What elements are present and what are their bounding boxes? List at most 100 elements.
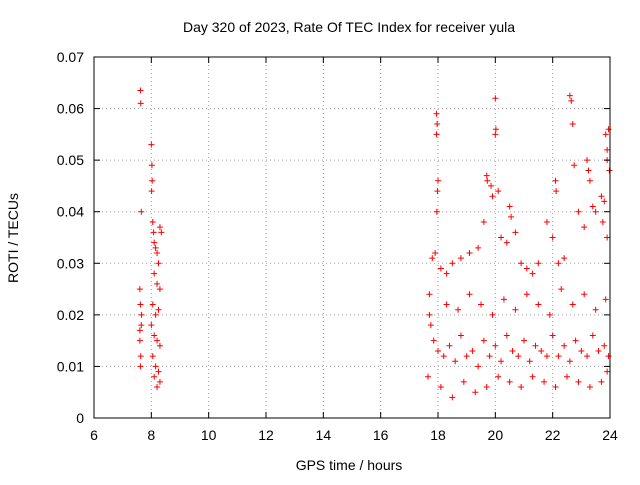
data-point xyxy=(446,342,453,349)
data-point xyxy=(424,373,431,380)
data-point xyxy=(508,213,515,220)
data-point xyxy=(426,291,433,298)
data-point xyxy=(572,337,579,344)
x-tick-label: 8 xyxy=(147,427,155,443)
data-point xyxy=(156,224,163,231)
data-point xyxy=(136,286,143,293)
data-point xyxy=(503,239,510,246)
data-point xyxy=(555,260,562,267)
data-point xyxy=(443,270,450,277)
data-point xyxy=(598,193,605,200)
data-point xyxy=(455,306,462,313)
data-point xyxy=(151,332,158,339)
data-point xyxy=(605,126,612,133)
data-point xyxy=(506,378,513,385)
data-point xyxy=(555,353,562,360)
data-point xyxy=(435,177,441,184)
data-point xyxy=(488,182,495,189)
data-point xyxy=(569,121,576,128)
data-point xyxy=(483,384,490,391)
data-point xyxy=(498,358,505,365)
data-point xyxy=(475,363,482,370)
data-point xyxy=(512,229,519,236)
grid-lines xyxy=(94,57,610,418)
data-point xyxy=(150,229,157,236)
data-point xyxy=(543,219,550,226)
data-point xyxy=(480,337,487,344)
data-point xyxy=(552,384,559,391)
data-point xyxy=(561,342,568,349)
data-point xyxy=(538,347,545,354)
data-point xyxy=(478,301,484,308)
data-point xyxy=(154,280,161,287)
data-point xyxy=(154,337,161,344)
data-point xyxy=(152,363,159,370)
data-point xyxy=(137,363,144,370)
data-point xyxy=(466,291,473,298)
data-point xyxy=(584,157,591,164)
x-tick-label: 16 xyxy=(373,427,389,443)
data-point xyxy=(156,378,163,385)
data-point xyxy=(602,131,609,138)
data-point xyxy=(148,141,155,148)
data-point xyxy=(581,291,588,298)
data-point xyxy=(148,162,155,169)
data-point xyxy=(437,384,444,391)
data-point xyxy=(469,347,476,354)
data-point xyxy=(484,177,491,184)
data-point xyxy=(606,167,613,174)
data-point xyxy=(602,296,609,303)
data-point xyxy=(136,337,143,344)
data-point xyxy=(457,332,464,339)
data-point xyxy=(569,301,576,308)
data-point xyxy=(523,265,530,272)
data-point xyxy=(151,373,158,380)
data-point xyxy=(566,358,573,365)
data-point xyxy=(457,255,464,262)
data-point xyxy=(155,260,162,267)
data-point xyxy=(549,234,556,241)
data-point xyxy=(586,177,593,184)
data-point xyxy=(480,219,487,226)
data-point xyxy=(509,347,516,354)
data-point xyxy=(137,353,144,360)
y-tick-label: 0.06 xyxy=(57,101,84,117)
data-point xyxy=(452,358,459,365)
data-point xyxy=(558,286,565,293)
data-point xyxy=(151,270,158,277)
data-point xyxy=(149,301,156,308)
data-point xyxy=(568,97,575,104)
data-point xyxy=(472,389,479,396)
data-point xyxy=(434,121,441,128)
data-point xyxy=(604,146,611,153)
data-point xyxy=(585,167,592,174)
data-point xyxy=(426,311,433,318)
data-point xyxy=(506,203,513,210)
data-point xyxy=(541,378,548,385)
data-point xyxy=(138,311,145,318)
data-point xyxy=(535,301,542,308)
data-point xyxy=(432,249,439,256)
data-point xyxy=(486,353,493,360)
data-point xyxy=(434,188,441,195)
data-point xyxy=(437,265,444,272)
data-point xyxy=(561,255,568,262)
data-point xyxy=(589,332,596,339)
x-tick-label: 14 xyxy=(316,427,332,443)
data-point xyxy=(575,378,582,385)
data-point xyxy=(155,306,162,313)
data-point xyxy=(148,322,155,329)
data-point xyxy=(427,322,434,329)
data-point xyxy=(584,353,591,360)
data-point xyxy=(155,368,162,375)
x-tick-label: 22 xyxy=(545,427,561,443)
data-point xyxy=(503,332,510,339)
data-point xyxy=(601,198,608,205)
data-point xyxy=(566,92,573,99)
data-point xyxy=(137,87,144,94)
data-point xyxy=(571,162,578,169)
data-point xyxy=(543,353,550,360)
data-point xyxy=(475,244,482,251)
y-tick-label: 0.07 xyxy=(57,49,84,65)
